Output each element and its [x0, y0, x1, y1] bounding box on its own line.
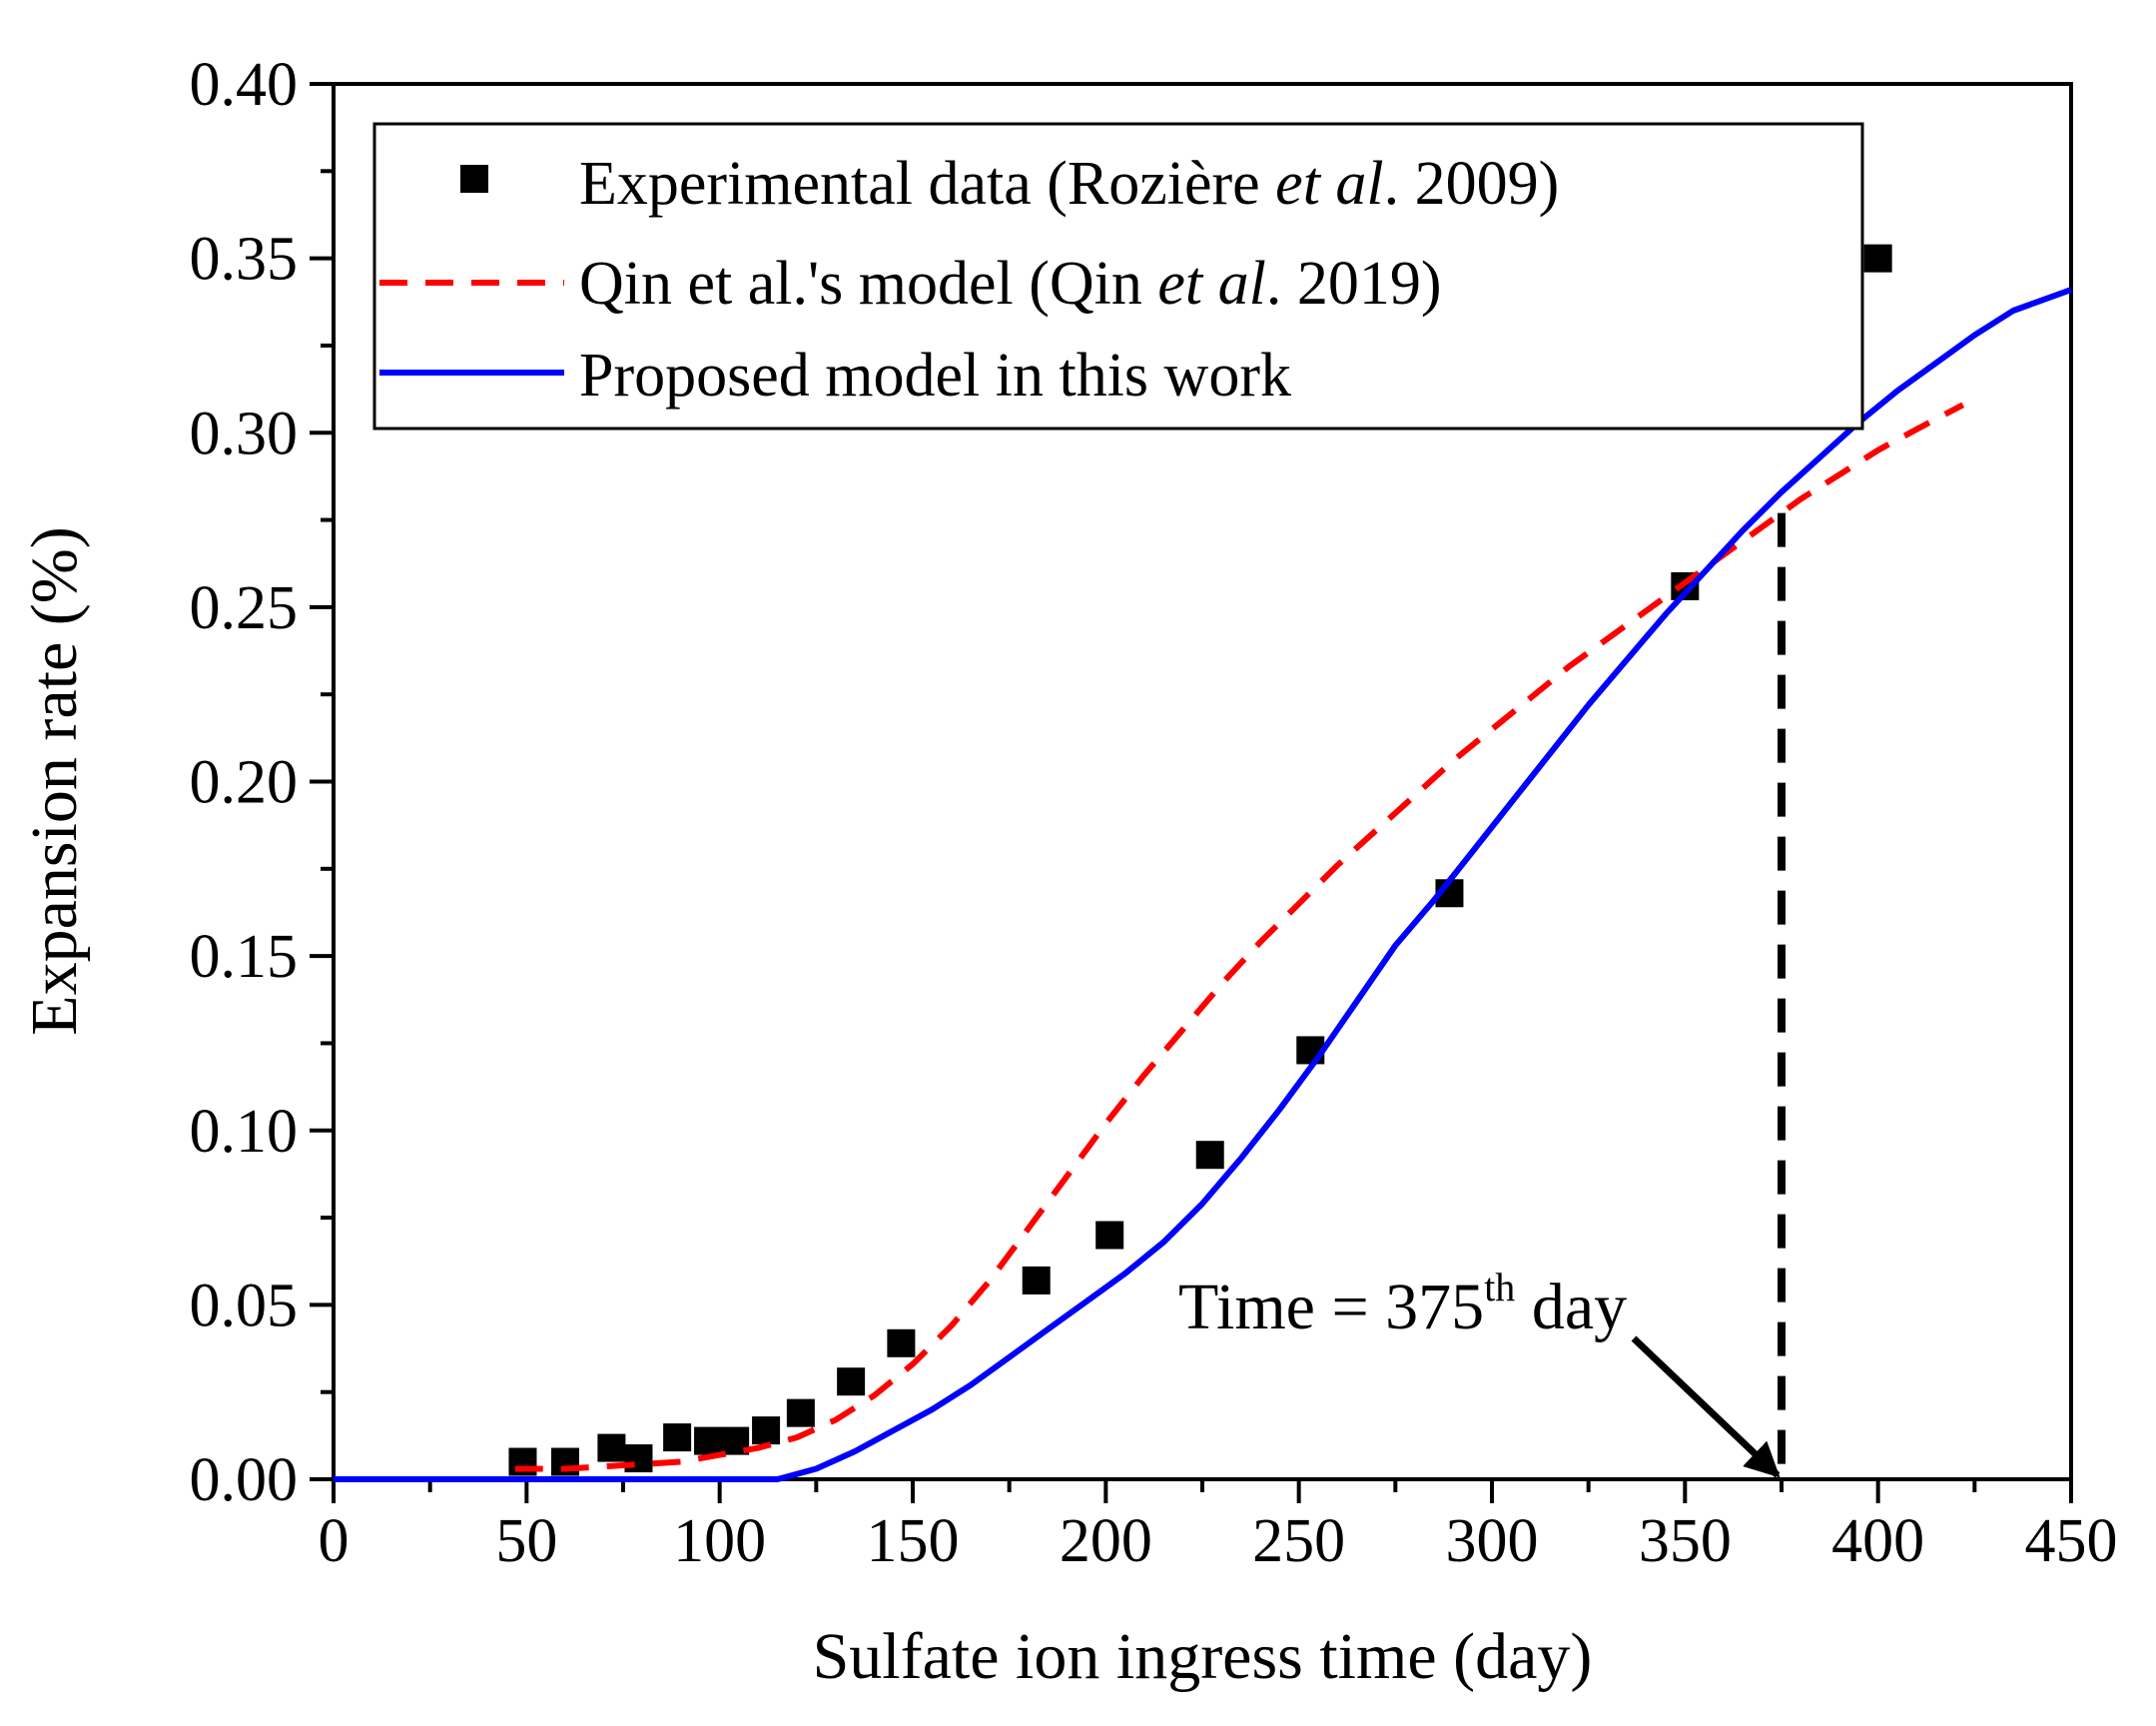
experimental-point	[786, 1398, 815, 1427]
x-tick-label: 400	[1831, 1507, 1924, 1575]
y-tick-label: 0.35	[190, 226, 299, 294]
experimental-point	[752, 1416, 781, 1445]
x-axis-ticks: 0 50 100 150 200 250 300 350 400 450	[319, 1479, 2118, 1575]
legend-label-experimental: Experimental data (Rozière et al. 2009)	[579, 150, 1559, 218]
x-tick-label: 0	[319, 1507, 350, 1575]
legend-label-proposed: Proposed model in this work	[579, 342, 1291, 410]
experimental-point	[663, 1423, 692, 1452]
annotation-sup: th	[1484, 1265, 1515, 1309]
y-tick-label: 0.10	[190, 1098, 299, 1166]
x-tick-label: 200	[1060, 1507, 1152, 1575]
annotation-arrow	[1631, 1335, 1781, 1478]
annotation-text: Time = 375th day	[1178, 1265, 1627, 1343]
y-axis-ticks: 0.00 0.05 0.10 0.15 0.20 0.25 0.30 0.35 0.40	[190, 51, 334, 1514]
series-layer	[334, 244, 2073, 1482]
annotation-main: Time = 375	[1178, 1271, 1484, 1343]
y-tick-label: 0.00	[190, 1446, 299, 1514]
experimental-point	[1195, 1141, 1224, 1170]
y-tick-label: 0.30	[190, 400, 299, 467]
y-tick-label: 0.15	[190, 923, 299, 991]
experimental-point	[887, 1328, 916, 1357]
annotation-suffix: day	[1515, 1271, 1627, 1343]
x-tick-label: 450	[2025, 1507, 2118, 1575]
y-tick-label: 0.40	[190, 51, 299, 119]
experimental-point	[1095, 1221, 1124, 1250]
y-tick-label: 0.05	[190, 1272, 299, 1339]
y-tick-label: 0.20	[190, 749, 299, 817]
legend-label-qin: Qin et al.'s model (Qin et al. 2019)	[579, 250, 1442, 318]
x-tick-label: 300	[1446, 1507, 1539, 1575]
legend: Experimental data (Rozière et al. 2009) …	[372, 122, 1864, 431]
experimental-point	[597, 1433, 626, 1462]
experimental-point	[624, 1444, 653, 1473]
legend-marker-experimental	[460, 165, 488, 193]
proposed-model-line	[334, 287, 2073, 1482]
y-tick-label: 0.25	[190, 574, 299, 642]
x-tick-label: 250	[1252, 1507, 1345, 1575]
x-axis-title: Sulfate ion ingress time (day)	[813, 1620, 1593, 1693]
experimental-point	[694, 1426, 723, 1455]
experimental-point	[1863, 244, 1892, 273]
x-tick-label: 150	[867, 1507, 960, 1575]
experimental-point	[1022, 1266, 1051, 1294]
x-tick-label: 350	[1639, 1507, 1732, 1575]
x-tick-label: 100	[673, 1507, 766, 1575]
annotation-375-day: Time = 375th day	[1178, 512, 1786, 1479]
x-tick-label: 50	[495, 1507, 557, 1575]
experimental-point	[837, 1367, 866, 1396]
legend-box	[372, 122, 1864, 431]
y-axis-title: Expansion rate (%)	[18, 526, 91, 1035]
